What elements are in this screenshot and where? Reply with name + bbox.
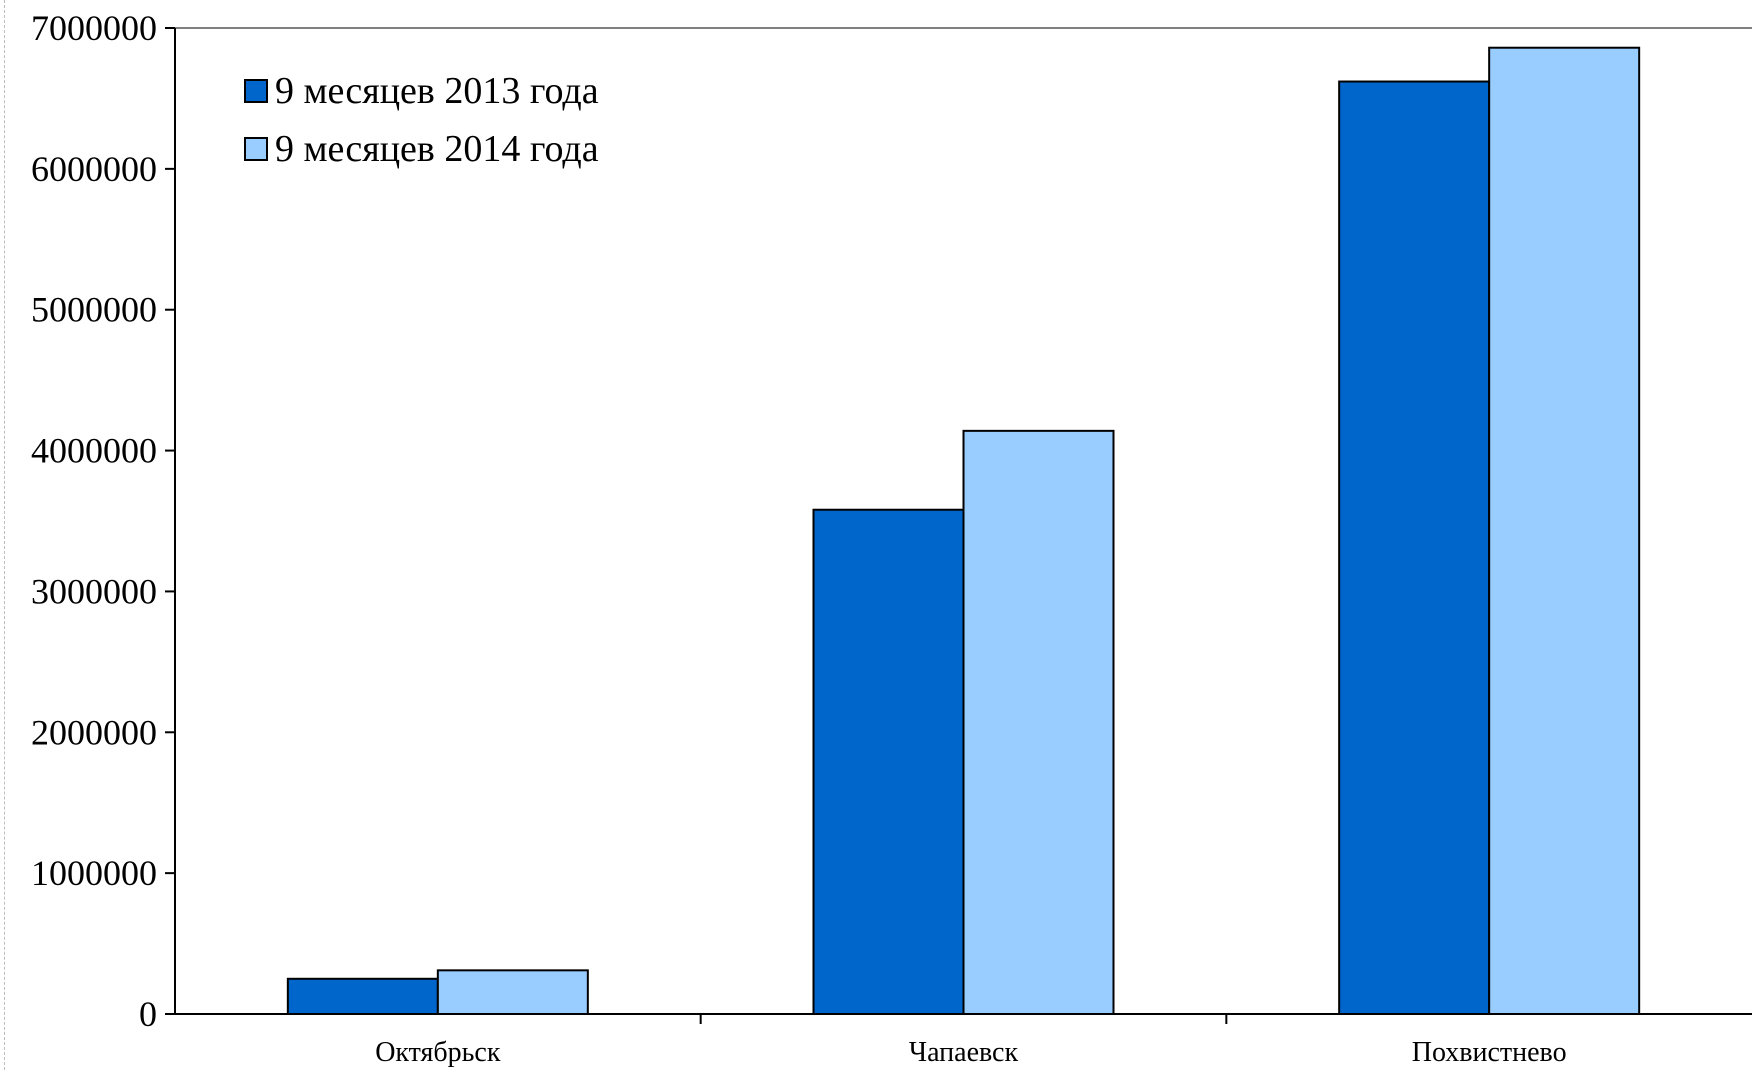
y-tick-label-0: 0: [139, 994, 157, 1034]
y-tick-label-5: 5000000: [31, 290, 157, 330]
bar-series1-1: [962, 429, 1115, 1015]
legend: 9 месяцев 2013 года 9 месяцев 2014 года: [244, 70, 599, 170]
legend-swatch-0: [244, 79, 268, 103]
x-tick-label-1: Чапаевск: [909, 1037, 1019, 1068]
y-tick-label-6: 6000000: [31, 149, 157, 189]
y-tick-label-2: 2000000: [31, 712, 157, 752]
y-tick-label-7: 7000000: [31, 8, 157, 48]
legend-label-0: 9 месяцев 2013 года: [275, 70, 599, 112]
legend-label-1: 9 месяцев 2014 года: [275, 128, 599, 170]
bar-series0-2: [1338, 80, 1491, 1016]
tick-labels: 0 1000000 2000000 3000000 4000000 5000000 6000…: [31, 8, 1567, 1068]
bars: [286, 46, 1641, 1016]
bar-series0-0: [286, 977, 439, 1015]
y-tick-label-4: 4000000: [31, 431, 157, 471]
legend-swatch-1: [244, 137, 268, 161]
x-tick-label-0: Октябрьск: [375, 1037, 501, 1068]
y-tick-label-3: 3000000: [31, 571, 157, 611]
bar-series1-2: [1488, 46, 1641, 1016]
y-tick-label-1: 1000000: [31, 853, 157, 893]
x-tick-label-2: Похвистнево: [1412, 1037, 1567, 1068]
bar-series0-1: [812, 508, 965, 1015]
page-left-edge: [0, 0, 5, 1070]
bar-series1-0: [436, 969, 589, 1016]
